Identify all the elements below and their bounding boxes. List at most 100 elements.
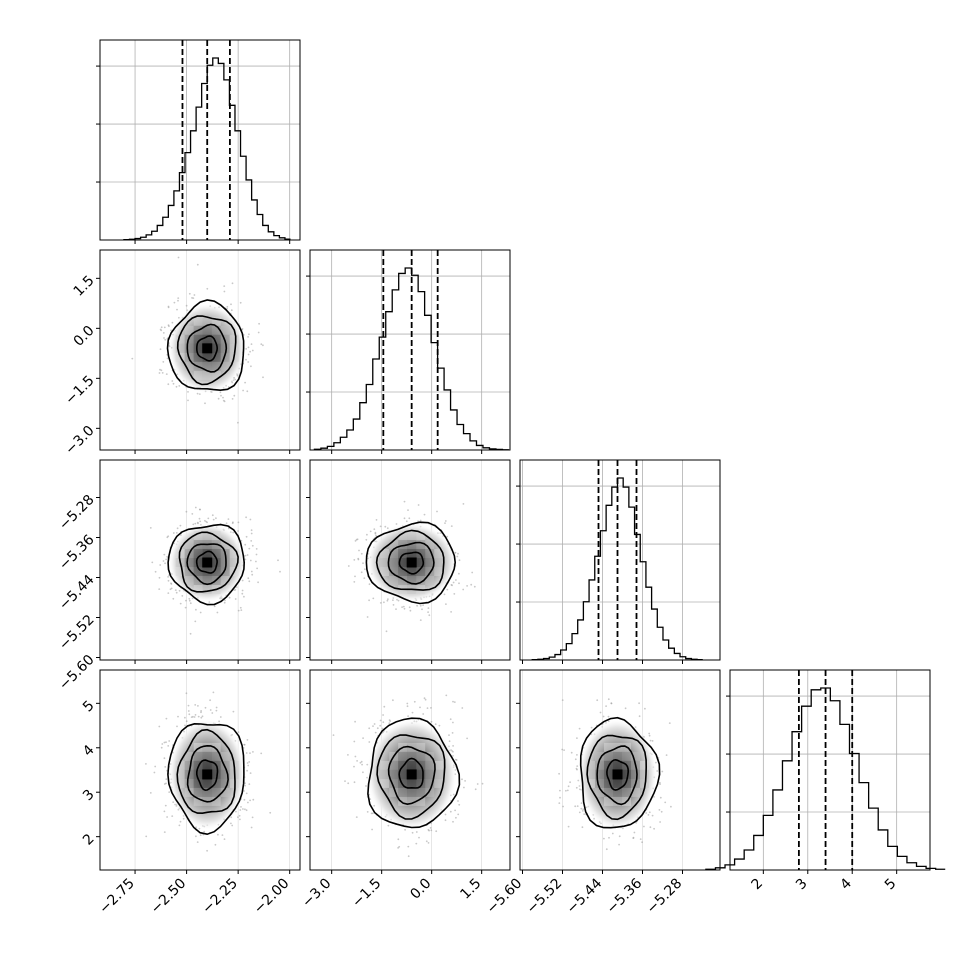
sample-point: [249, 559, 252, 562]
density-block: [416, 558, 426, 567]
sample-point: [430, 829, 433, 832]
density-block: [220, 778, 230, 788]
panel-3-0: [96, 669, 301, 874]
density-block: [389, 760, 399, 770]
sample-point: [397, 847, 399, 849]
x-tick-label: −5.28: [644, 876, 686, 918]
sample-point: [164, 766, 167, 768]
sample-point: [347, 754, 349, 756]
density-block: [184, 325, 194, 335]
sample-point: [187, 704, 190, 707]
panel-frame: [99, 459, 301, 661]
sample-point: [413, 700, 416, 703]
sample-point: [257, 331, 260, 334]
sample-point: [244, 381, 247, 384]
sample-point: [360, 571, 363, 574]
sample-point: [563, 749, 565, 751]
y-tick-label: 1.5: [71, 273, 98, 300]
density-block: [380, 778, 390, 788]
panel-0-0: [96, 39, 301, 244]
density-block: [202, 316, 212, 326]
sample-point: [455, 579, 457, 581]
density-block: [193, 787, 203, 797]
density-block: [389, 540, 399, 549]
sample-point: [379, 724, 382, 727]
sample-point: [197, 705, 199, 707]
density-block: [416, 540, 426, 549]
sample-point: [185, 304, 188, 307]
density-block: [425, 787, 435, 797]
density-block: [434, 549, 444, 558]
sample-point: [403, 517, 406, 520]
sample-point: [175, 591, 178, 594]
density-block: [425, 769, 435, 779]
sample-point: [160, 326, 163, 329]
sample-point: [445, 603, 447, 605]
sample-point: [665, 754, 668, 756]
density-block: [229, 343, 239, 353]
sample-point: [215, 706, 218, 709]
sample-point: [204, 402, 206, 405]
sample-point: [455, 759, 458, 761]
sample-point: [446, 588, 449, 591]
sample-point: [233, 394, 236, 397]
sample-point: [178, 385, 181, 387]
density-block: [425, 778, 435, 788]
sample-point: [454, 809, 456, 812]
sample-point: [639, 838, 642, 840]
sample-point: [203, 830, 206, 833]
sample-point: [455, 816, 457, 819]
sample-point: [356, 538, 359, 541]
sample-point: [230, 303, 232, 306]
sample-point: [448, 734, 450, 736]
density-block: [202, 352, 212, 362]
sample-point: [449, 718, 452, 721]
sample-point: [241, 589, 244, 592]
sample-point: [191, 513, 194, 515]
sample-point: [419, 604, 422, 607]
sample-point: [228, 596, 231, 599]
sample-point: [474, 788, 477, 791]
density-block: [193, 567, 203, 576]
density-block: [211, 787, 221, 797]
density-block: [220, 576, 230, 585]
y-tick-label: 5: [80, 698, 98, 716]
sample-point: [347, 565, 350, 567]
sample-point: [567, 785, 570, 788]
density-block: [389, 558, 399, 567]
panel-1-1: [306, 249, 511, 454]
sample-point: [242, 389, 245, 392]
sample-point: [354, 755, 357, 758]
sample-point: [189, 632, 192, 635]
sample-point: [388, 722, 391, 725]
density-block: [398, 769, 408, 779]
sample-point: [199, 508, 201, 511]
sample-point: [430, 707, 432, 709]
x-tick-label: −5.60: [484, 876, 526, 918]
sample-point: [234, 598, 237, 600]
contour-level-3: [579, 716, 661, 829]
sample-point: [174, 589, 177, 591]
sample-point: [409, 609, 412, 612]
sample-point: [163, 831, 166, 833]
sample-point: [232, 710, 235, 713]
contour-level-1: [186, 543, 227, 586]
sample-point: [169, 588, 172, 591]
sample-point: [458, 572, 460, 575]
sample-point: [366, 811, 369, 813]
y-tick-label: −5.36: [56, 532, 98, 574]
sample-point: [248, 547, 251, 550]
sample-point: [193, 294, 196, 296]
sample-point: [251, 816, 254, 819]
sample-point: [463, 786, 465, 789]
sample-point: [389, 720, 392, 722]
sample-point: [194, 522, 197, 525]
histogram-3: [705, 687, 946, 870]
sample-point: [217, 397, 220, 400]
sample-point: [372, 597, 375, 600]
density-block: [202, 325, 212, 335]
sample-point: [415, 842, 418, 845]
sample-point: [167, 576, 170, 578]
density-peak: [202, 769, 213, 780]
sample-point: [580, 807, 583, 810]
